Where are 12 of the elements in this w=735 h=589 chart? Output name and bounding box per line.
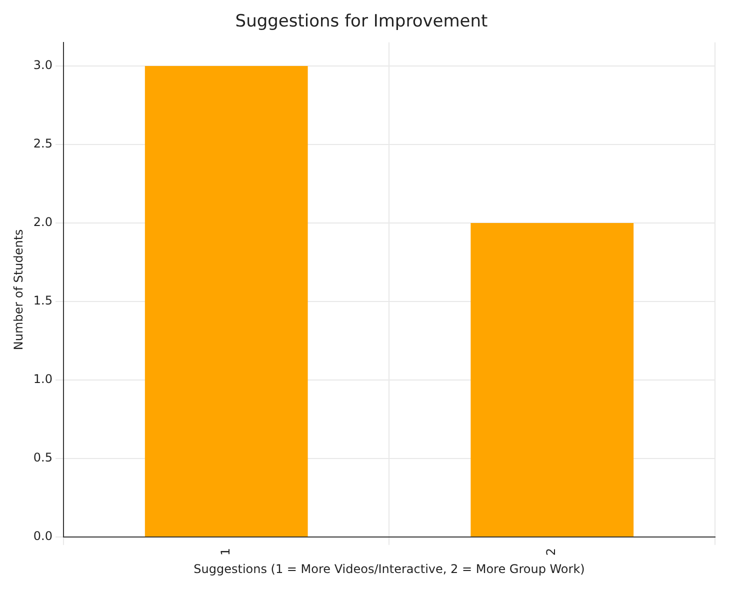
y-tick-label: 3.0	[33, 58, 52, 72]
y-tick-label: 0.0	[33, 529, 52, 544]
x-tick-label: 1	[218, 548, 232, 556]
chart-title: Suggestions for Improvement	[235, 12, 488, 32]
y-tick-label: 1.0	[33, 372, 52, 386]
y-tick-label: 2.0	[33, 215, 52, 230]
x-axis-title: Suggestions (1 = More Videos/Interactive, 2 = More Group Work)	[194, 562, 585, 576]
y-tick-label: 0.5	[33, 450, 52, 465]
y-tick-label: 1.5	[33, 294, 52, 308]
x-tick-label: 2	[544, 548, 558, 556]
y-tick-label: 2.5	[33, 136, 52, 151]
y-axis-title: Number of Students	[11, 229, 26, 350]
